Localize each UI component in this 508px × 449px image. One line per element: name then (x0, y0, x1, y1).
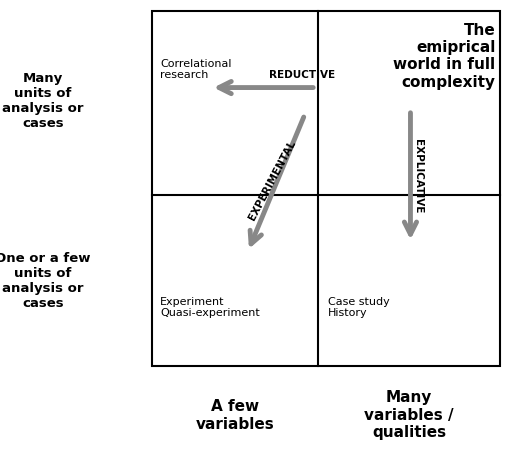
Bar (152, 11, 500, 366)
Text: Many
variables /
qualities: Many variables / qualities (364, 391, 454, 440)
Text: EXPERIMENTAL: EXPERIMENTAL (247, 139, 298, 222)
Text: One or a few
units of
analysis or
cases: One or a few units of analysis or cases (0, 251, 91, 310)
Text: Case study
History: Case study History (328, 297, 390, 318)
Text: EXPLICATIVE: EXPLICATIVE (412, 139, 423, 213)
Text: The
emiprical
world in full
complexity: The emiprical world in full complexity (393, 22, 495, 90)
Text: A few
variables: A few variables (195, 399, 274, 431)
Text: Correlational
research: Correlational research (160, 59, 232, 80)
Text: REDUCTIVE: REDUCTIVE (269, 70, 335, 80)
Text: Many
units of
analysis or
cases: Many units of analysis or cases (3, 72, 84, 130)
Text: Experiment
Quasi-experiment: Experiment Quasi-experiment (160, 297, 260, 318)
